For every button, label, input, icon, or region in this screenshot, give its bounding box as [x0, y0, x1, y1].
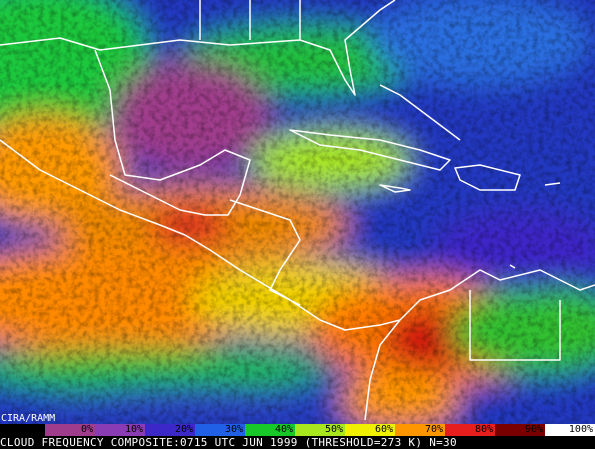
caption: CLOUD FREQUENCY COMPOSITE:0715 UTC JUN 1… [0, 436, 457, 449]
legend-swatch: 10% [95, 424, 145, 436]
credit: CIRA/RAMM [1, 413, 56, 424]
legend-swatch: 90% [495, 424, 545, 436]
legend-swatch: 60% [345, 424, 395, 436]
satellite-map [0, 0, 595, 424]
legend-swatch: 80% [445, 424, 495, 436]
noise-texture [0, 0, 595, 424]
legend-swatch: 100% [545, 424, 595, 436]
legend-swatch: 0% [45, 424, 95, 436]
legend: 0% 10% 20% 30% 40% 50% 60% 70% 80% 90% 100% [0, 424, 595, 436]
legend-swatch: 30% [195, 424, 245, 436]
legend-swatch: 40% [245, 424, 295, 436]
legend-swatch: 20% [145, 424, 195, 436]
coastlines [0, 0, 595, 421]
legend-swatch: 70% [395, 424, 445, 436]
legend-swatch: 50% [295, 424, 345, 436]
